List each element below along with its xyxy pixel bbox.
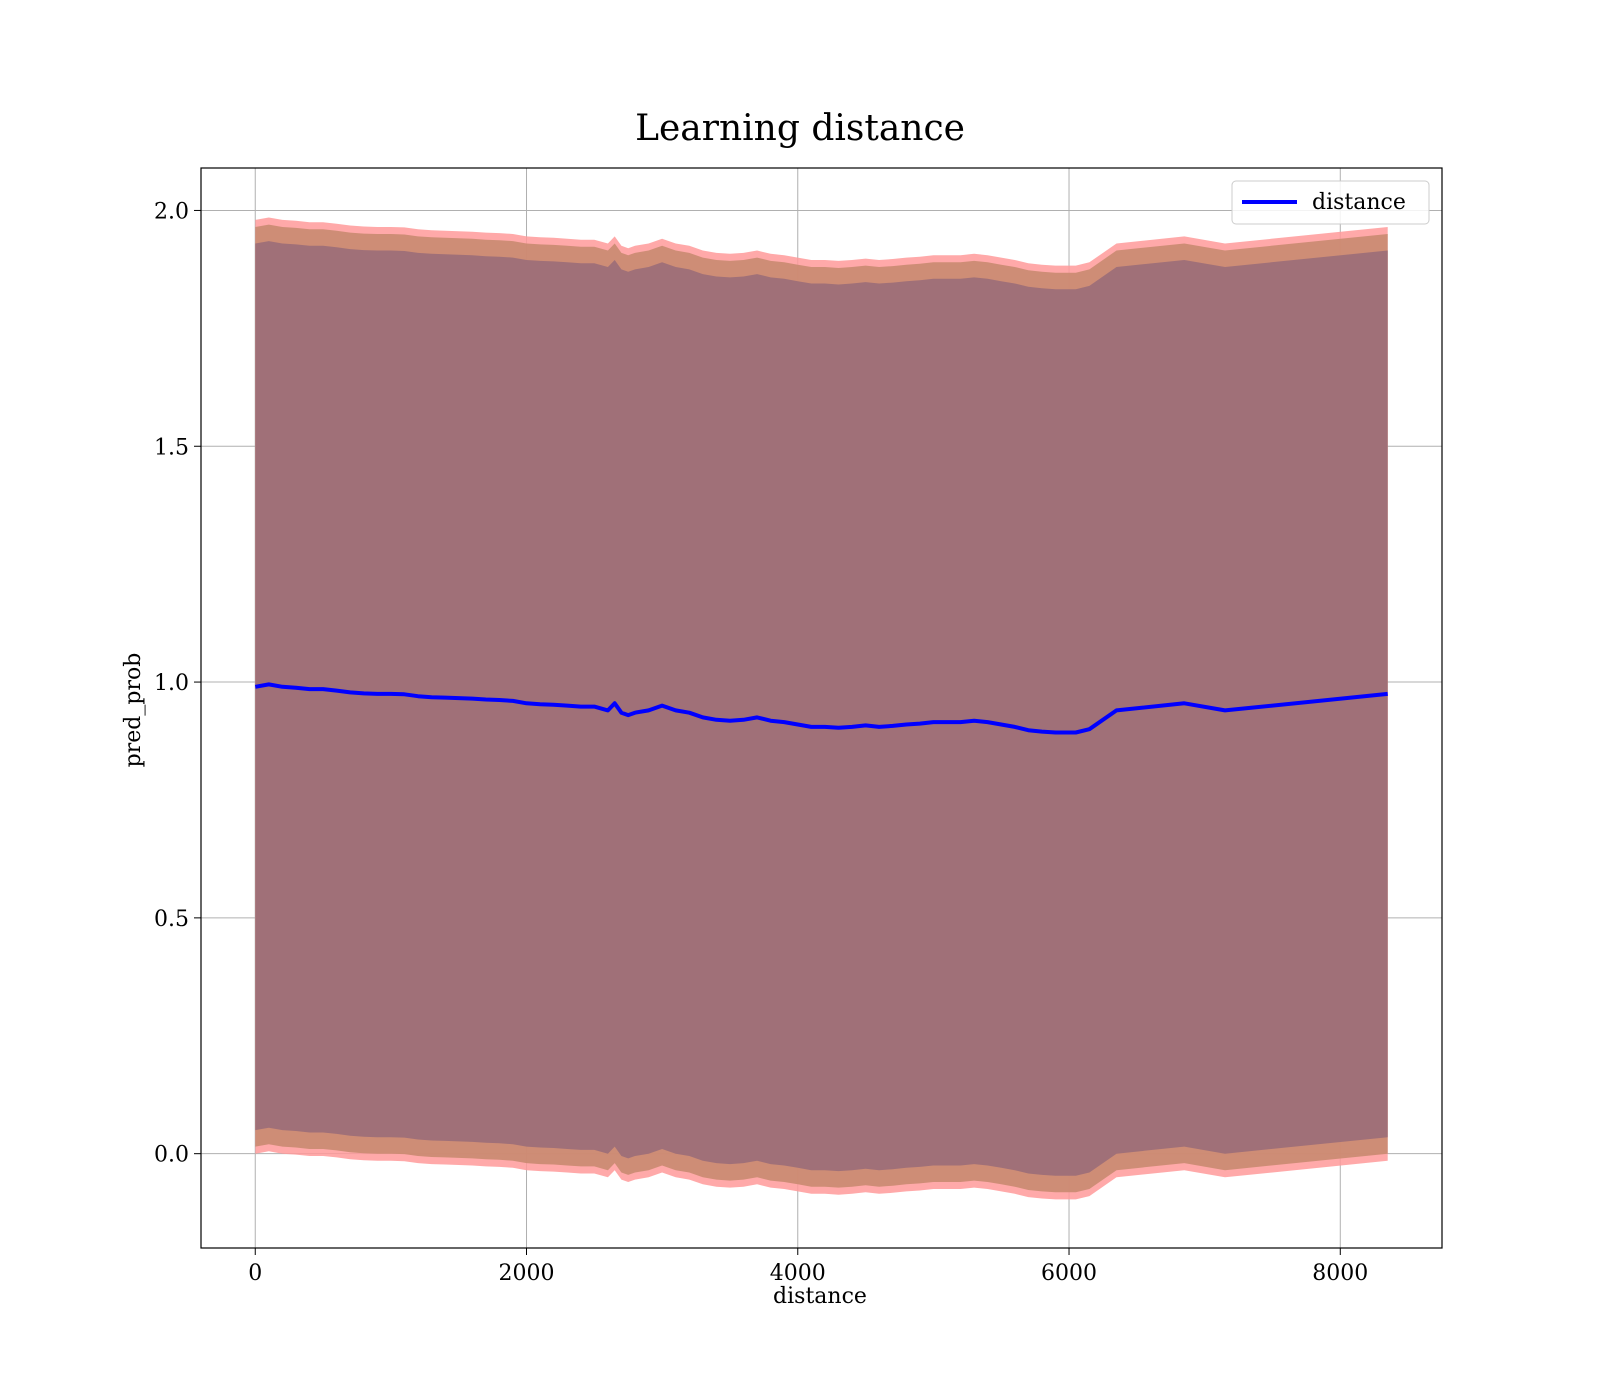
series-line-distance	[254, 682, 1388, 735]
y-tick-label-1: 0.5	[154, 907, 189, 932]
band-core	[255, 241, 1388, 1176]
legend: distance	[1231, 180, 1430, 225]
x-tick-label-3: 6000	[1041, 1261, 1097, 1286]
y-tick-label-4: 2.0	[154, 199, 189, 224]
legend-box	[1231, 180, 1430, 225]
x-tick-label-0: 0	[248, 1261, 262, 1286]
plot-frame	[200, 167, 1443, 1249]
x-tick-label-1: 2000	[499, 1261, 555, 1286]
chart-title: Learning distance	[635, 108, 965, 149]
x-axis-label: distance	[773, 1284, 867, 1309]
y-axis-label: pred_prob	[121, 653, 146, 768]
x-tick-label-2: 4000	[770, 1261, 826, 1286]
plot-area: 0 2000 4000 6000 8000 0.0 0.5 1.0 1.5 2.0	[154, 167, 1443, 1286]
legend-label-distance: distance	[1312, 190, 1406, 215]
y-tick-label-3: 1.5	[154, 435, 189, 460]
y-tick-label-0: 0.0	[154, 1143, 189, 1168]
x-tick-label-4: 8000	[1312, 1261, 1368, 1286]
y-tick-label-2: 1.0	[154, 671, 189, 696]
